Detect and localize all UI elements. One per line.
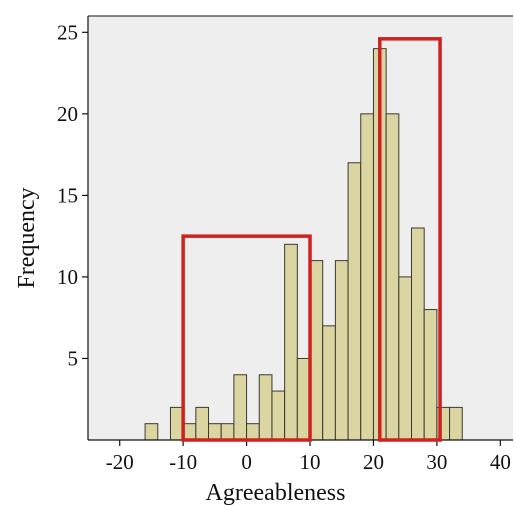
histogram-bar xyxy=(449,406,463,441)
x-tick-label: 10 xyxy=(300,450,321,474)
histogram-bar xyxy=(347,162,362,441)
histogram-bar xyxy=(423,309,438,441)
bars-group xyxy=(144,48,463,441)
histogram-bar xyxy=(208,423,222,441)
y-tick-label: 10 xyxy=(57,265,78,289)
histogram-bar xyxy=(195,406,210,441)
x-tick-label: 40 xyxy=(490,450,511,474)
histogram-bar xyxy=(360,113,374,441)
histogram-bar xyxy=(182,423,197,441)
histogram-bar xyxy=(411,227,425,441)
x-tick-label: 0 xyxy=(241,450,252,474)
y-tick-label: 20 xyxy=(57,102,78,126)
histogram-bar xyxy=(220,423,235,441)
histogram-bar xyxy=(271,390,286,441)
x-tick-label: 20 xyxy=(363,450,384,474)
histogram-bar xyxy=(334,260,349,441)
y-axis-label: Frequency xyxy=(14,187,40,288)
x-tick-label: -10 xyxy=(169,450,197,474)
histogram-bar xyxy=(322,325,336,441)
x-tick-label: -20 xyxy=(106,450,134,474)
histogram-bar xyxy=(233,374,248,441)
y-tick-label: 5 xyxy=(68,346,79,370)
highlight-box xyxy=(181,234,312,442)
histogram-bar xyxy=(309,260,324,441)
histogram-bar xyxy=(398,276,413,441)
ticks-group: -20 -10 0 10 20 30 40 5 10 15 20 25 xyxy=(57,20,511,474)
y-tick-label: 25 xyxy=(57,20,78,44)
highlight-box xyxy=(378,37,442,442)
histogram-bar xyxy=(169,406,184,441)
histogram-bar xyxy=(144,423,159,441)
x-axis-label: Agreeableness xyxy=(206,480,346,505)
x-tick-label: 30 xyxy=(426,450,447,474)
histogram-bar xyxy=(296,357,311,441)
histogram-bar xyxy=(284,243,298,441)
highlight-boxes-group xyxy=(181,37,442,442)
y-tick-label: 15 xyxy=(57,183,78,207)
histogram-bar xyxy=(258,374,273,441)
histogram-bar xyxy=(385,113,400,441)
histogram-bar xyxy=(246,423,260,441)
